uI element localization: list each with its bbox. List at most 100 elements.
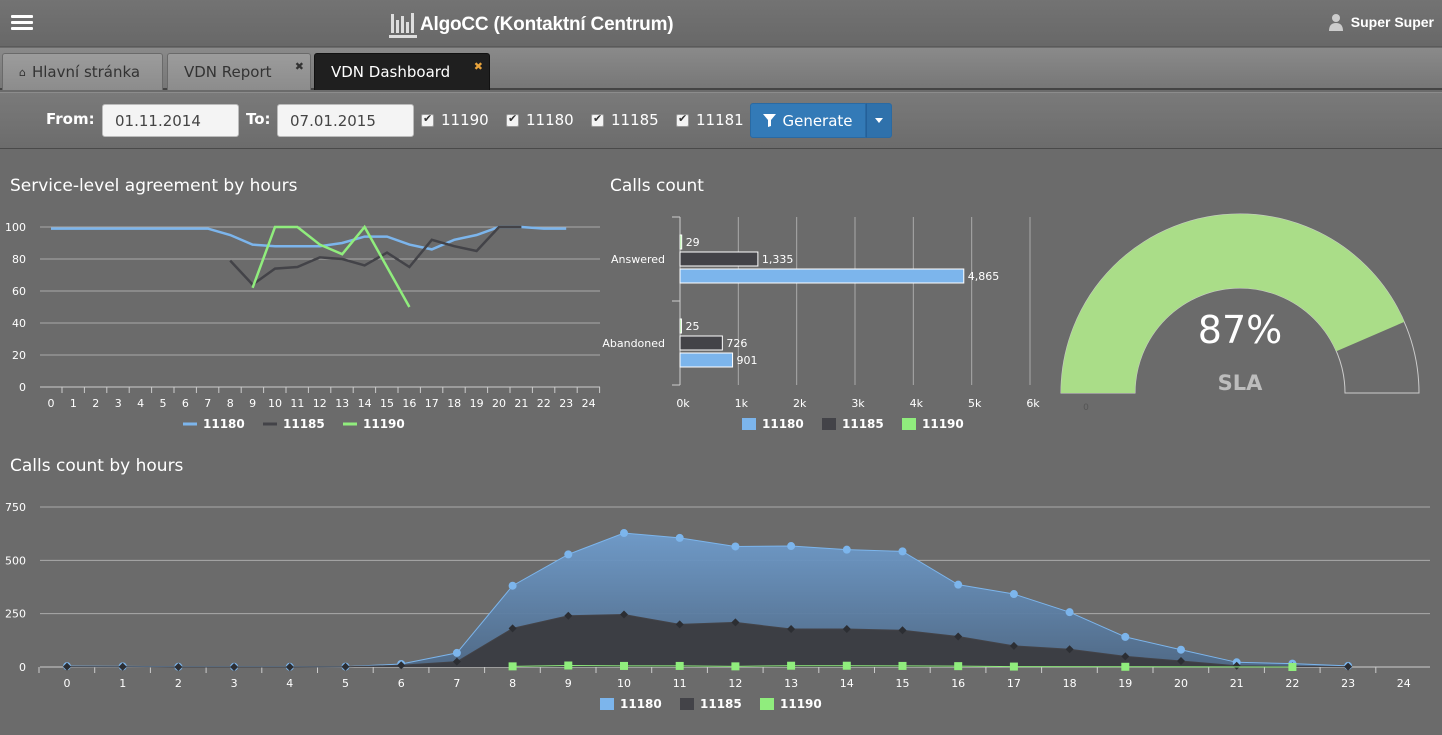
x-tick-label: 9	[565, 677, 572, 690]
x-tick-label: 5	[342, 677, 349, 690]
data-point-11185	[1009, 641, 1018, 650]
legend-symbol-11185	[680, 698, 694, 710]
x-tick-label: 14	[840, 677, 854, 690]
y-tick-label: 0	[19, 661, 26, 674]
data-point-11185	[508, 624, 517, 633]
category-label: Answered	[611, 253, 665, 266]
vdn-checkbox-11190[interactable]: 11190	[421, 111, 489, 129]
x-tick-label: 9	[249, 397, 256, 410]
menu-icon[interactable]	[11, 15, 33, 33]
x-tick-label: 20	[492, 397, 506, 410]
x-tick-label: 13	[335, 397, 349, 410]
data-point-11185	[1344, 662, 1353, 671]
filter-icon	[763, 114, 777, 127]
data-point-11185	[285, 663, 294, 671]
user-menu[interactable]: Super Super	[1328, 13, 1434, 31]
data-point-11185	[954, 632, 963, 641]
filter-bar: From: To: 11190 11180 11185 11181 Genera…	[0, 92, 1442, 149]
tab-home[interactable]: ⌂ Hlavní stránka	[2, 53, 163, 90]
from-label: From:	[46, 110, 95, 128]
data-point-11185	[118, 662, 127, 671]
generate-button[interactable]: Generate	[750, 103, 866, 138]
x-tick-label: 0	[48, 397, 55, 410]
y-tick-label: 40	[12, 317, 26, 330]
legend-label-11180: 11180	[762, 417, 804, 431]
data-point-11180	[1177, 645, 1185, 654]
x-tick-label: 5	[160, 397, 167, 410]
data-point-11185	[63, 662, 71, 671]
checkbox-icon[interactable]	[591, 112, 604, 127]
x-tick-label: 24	[582, 397, 596, 410]
y-tick-label: 500	[5, 554, 26, 567]
legend-symbol-11185	[822, 418, 836, 430]
bar-11190	[679, 318, 682, 334]
series-line-11180	[51, 225, 567, 251]
app-title: AlgoCC (Kontaktní Centrum)	[420, 14, 674, 35]
vdn-checkbox-11185[interactable]: 11185	[591, 111, 659, 129]
tab-vdn-report[interactable]: VDN Report ✖	[167, 53, 311, 90]
x-tick-label: 3	[115, 397, 122, 410]
data-point-11190	[787, 661, 796, 670]
vdn-checkbox-11180[interactable]: 11180	[506, 111, 574, 129]
data-label: 726	[726, 337, 747, 350]
series-line-11185	[229, 225, 522, 287]
checkbox-label: 11181	[696, 111, 744, 129]
tab-label: Hlavní stránka	[31, 63, 141, 81]
home-icon: ⌂	[19, 65, 26, 79]
category-label: Abandoned	[602, 337, 665, 350]
y-tick-label: 20	[12, 349, 26, 362]
to-date-input[interactable]	[277, 104, 414, 137]
data-label: 25	[685, 320, 699, 333]
data-point-11190	[564, 661, 573, 670]
data-label: 901	[737, 354, 758, 367]
x-tick-label: 4	[137, 397, 144, 410]
calls-count-title: Calls count	[610, 176, 704, 196]
data-point-11190	[1009, 662, 1018, 671]
series-line-11185	[66, 614, 1349, 668]
x-tick-label: 8	[227, 397, 234, 410]
x-tick-label: 12	[313, 397, 327, 410]
tab-vdn-dashboard[interactable]: VDN Dashboard ✖	[314, 53, 490, 90]
data-point-11180	[1009, 590, 1018, 599]
data-label: 1,335	[762, 253, 794, 266]
data-point-11180	[452, 648, 461, 657]
data-point-11185	[675, 620, 684, 629]
data-point-11180	[898, 547, 907, 556]
gauge-value: 87%	[1198, 308, 1282, 352]
data-point-11185	[1121, 652, 1130, 661]
x-tick-label: 21	[1230, 677, 1244, 690]
checkbox-icon[interactable]	[421, 112, 434, 127]
x-tick-label: 22	[1285, 677, 1299, 690]
close-icon[interactable]: ✖	[473, 60, 483, 73]
x-tick-label: 2k	[793, 397, 807, 410]
from-date-input[interactable]	[102, 104, 239, 137]
close-icon[interactable]: ✖	[294, 60, 304, 73]
y-tick-label: 80	[12, 253, 26, 266]
tab-label: VDN Dashboard	[331, 63, 451, 81]
app-logo: AlgoCC (Kontaktní Centrum)	[389, 11, 674, 39]
generate-dropdown-button[interactable]	[866, 103, 892, 138]
x-tick-label: 1	[70, 397, 77, 410]
legend-label-11185: 11185	[700, 697, 742, 711]
x-tick-label: 5k	[968, 397, 982, 410]
x-tick-label: 12	[728, 677, 742, 690]
x-tick-label: 18	[447, 397, 461, 410]
data-point-11180	[787, 542, 796, 551]
x-tick-label: 0k	[676, 397, 690, 410]
checkbox-icon[interactable]	[506, 112, 519, 127]
generate-label: Generate	[782, 111, 853, 130]
data-point-11185	[341, 662, 350, 671]
vdn-checkbox-11181[interactable]: 11181	[676, 111, 744, 129]
checkbox-icon[interactable]	[676, 112, 689, 127]
series-area-11185	[67, 614, 1349, 667]
x-tick-label: 8	[509, 677, 516, 690]
x-tick-label: 7	[204, 397, 211, 410]
x-tick-label: 3k	[851, 397, 865, 410]
x-tick-label: 10	[268, 397, 282, 410]
legend-symbol-11190	[902, 418, 916, 430]
data-point-11180	[564, 550, 573, 559]
sla-chart-title: Service-level agreement by hours	[10, 176, 298, 196]
x-tick-label: 11	[290, 397, 304, 410]
data-point-11180	[731, 542, 740, 551]
